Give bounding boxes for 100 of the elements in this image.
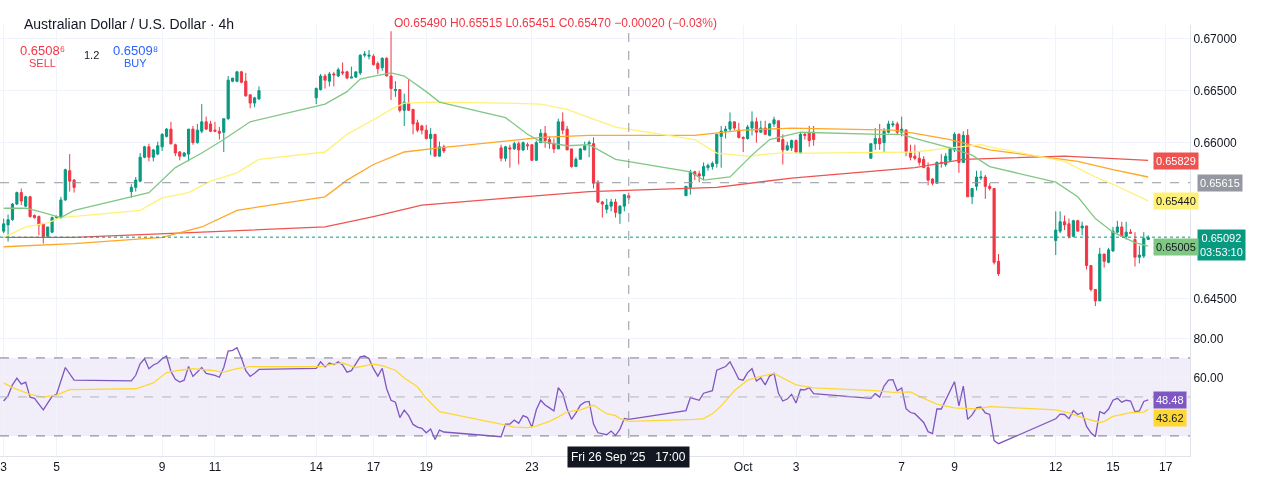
candlestick	[208, 120, 213, 133]
x-tick-label: 5	[53, 460, 61, 475]
candlestick	[587, 140, 591, 158]
candlestick	[719, 125, 723, 169]
candlestick	[1067, 218, 1071, 239]
x-tick-label: 23	[525, 460, 539, 475]
chart-title: Australian Dollar / U.S. Dollar · 4h	[24, 16, 235, 32]
y-tick-label: 0.64500	[1193, 292, 1238, 306]
x-tick-label: 7	[898, 460, 906, 475]
candlestick	[983, 174, 987, 200]
x-tick-label: 17	[366, 460, 381, 475]
candlestick	[1080, 221, 1084, 236]
candlestick	[437, 141, 442, 157]
x-tick-label: 9	[158, 460, 166, 475]
candlestick	[759, 120, 763, 133]
candlestick	[398, 89, 402, 113]
y2-tick-label: 60.00	[1193, 370, 1224, 385]
candlestick	[341, 61, 345, 76]
candlestick	[750, 110, 754, 136]
data-label: 0.65440	[1156, 195, 1196, 207]
data-label: 0.65005	[1156, 241, 1196, 253]
x-tick-label: 9	[951, 460, 959, 475]
candlestick	[235, 70, 239, 83]
ref-line-label: 0.65615	[1200, 177, 1240, 189]
candlestick	[19, 187, 23, 206]
candlestick	[794, 139, 798, 154]
candlestick	[785, 141, 789, 152]
candlestick	[424, 124, 428, 141]
candlestick	[173, 143, 177, 157]
candlestick	[812, 125, 816, 147]
candlestick	[970, 187, 974, 205]
candlestick	[1120, 221, 1124, 237]
candlestick	[327, 71, 331, 87]
annotation: 1.2	[84, 49, 100, 61]
candlestick	[556, 118, 560, 150]
candlestick	[543, 125, 547, 149]
line-series	[3, 101, 1149, 239]
y2-tick-label: 80.00	[1193, 331, 1224, 346]
x-tick-label: Oct	[733, 460, 754, 475]
candlestick	[380, 56, 384, 72]
line-series	[3, 127, 1149, 248]
x-tick-label: 17	[1159, 460, 1173, 475]
annotation: 0.6509⁸	[113, 43, 159, 58]
candlestick	[521, 141, 525, 152]
candlestick	[389, 30, 393, 101]
candlestick	[169, 121, 173, 146]
candlestick	[393, 80, 398, 98]
candlestick	[433, 133, 437, 157]
candlestick	[974, 170, 979, 192]
x-tick-label: 3	[792, 460, 800, 475]
candlestick	[517, 141, 521, 165]
candlestick	[944, 152, 948, 168]
data-label: 43.62	[1156, 412, 1184, 424]
candlestick	[552, 137, 556, 154]
x-tick-label: 15	[1106, 460, 1120, 475]
candlestick	[1102, 253, 1106, 269]
y-tick-label: 0.66000	[1193, 135, 1238, 150]
candlestick	[605, 198, 609, 214]
annotation: BUY	[124, 57, 148, 69]
candlestick	[191, 125, 195, 146]
candlestick	[763, 120, 767, 135]
x-tick-label: 14	[309, 460, 324, 475]
candlestick	[323, 73, 327, 89]
candlestick	[878, 123, 882, 151]
candlestick	[332, 71, 336, 87]
candlestick	[609, 198, 613, 212]
line-series	[3, 346, 1149, 445]
candlestick	[204, 116, 208, 131]
annotation: SELL	[29, 57, 56, 69]
candlestick	[160, 132, 164, 152]
data-label: 0.65829	[1156, 155, 1196, 167]
chart-subtitle: O0.65490 H0.65515 L0.65451 C0.65470 −0.00020 (−0.03%)	[394, 16, 717, 30]
candlestick	[358, 53, 362, 76]
annotation: 0.6508⁶	[20, 43, 66, 58]
candlestick	[512, 141, 516, 151]
candlestick	[1128, 228, 1133, 234]
candlestick	[1076, 219, 1080, 232]
line-series	[3, 155, 1149, 239]
candlestick	[1133, 231, 1137, 268]
candlestick	[68, 153, 72, 193]
data-label: 48.48	[1156, 394, 1184, 406]
y-tick-label: 0.66500	[1193, 83, 1238, 98]
candlestick	[1098, 247, 1102, 302]
ref-line-label: 0.65092 03:53:10	[1200, 232, 1243, 259]
candlestick	[28, 195, 32, 219]
candlestick	[807, 125, 811, 148]
line-series	[3, 72, 1149, 247]
candlestick	[217, 126, 221, 141]
x-tick-label: 19	[419, 460, 434, 475]
candlestick	[24, 195, 28, 208]
candlestick	[429, 127, 433, 156]
x-tick-label: 11	[208, 460, 222, 475]
candlestick	[732, 121, 736, 131]
candlestick	[186, 128, 191, 162]
candlestick	[530, 144, 534, 161]
candlestick	[508, 144, 512, 169]
candlestick	[702, 161, 706, 181]
candlestick	[402, 93, 406, 127]
line-series	[3, 362, 1149, 429]
candlestick	[613, 198, 618, 219]
